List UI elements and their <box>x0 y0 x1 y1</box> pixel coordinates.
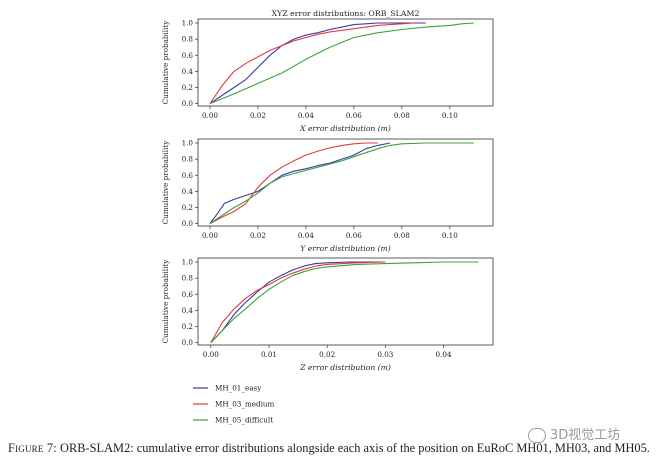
series-line-mh-01-easy <box>209 22 426 105</box>
x-tick-label: 0.08 <box>394 111 410 120</box>
y-tick-label: 1.0 <box>182 139 194 148</box>
x-tick-label: 0.02 <box>319 350 335 359</box>
caption-label: Figure 7: <box>8 441 57 455</box>
chart-panel-1: 0.00 0.02 0.04 0.06 0.08 0.10 0.0 0.2 0.4 0.6 0.8 1… <box>161 9 494 133</box>
caption-text: ORB-SLAM2: cumulative error distribution… <box>56 441 650 455</box>
plot-frame <box>197 18 494 107</box>
chart-title: XYZ error distributions: ORB_SLAM2 <box>272 9 420 18</box>
legend: MH_01_easy MH_03_medium MH_05_difficult <box>193 384 275 425</box>
series-line-mh-05-difficult <box>209 22 474 105</box>
series-line-mh-05-difficult <box>209 142 474 225</box>
x-tick-label: 0.08 <box>394 231 410 240</box>
y-tick-label: 1.0 <box>182 258 194 267</box>
series-line-mh-01-easy <box>209 142 391 224</box>
chart-panel-3: 0.00 0.01 0.02 0.03 0.04 0.0 0.2 0.4 0.6 0.8 1.0 Z … <box>161 257 494 372</box>
wechat-icon <box>528 428 546 443</box>
y-tick-label: 0.8 <box>182 35 194 44</box>
y-tick-label: 1.0 <box>182 19 194 28</box>
y-tick-label: 0.2 <box>182 203 193 212</box>
y-tick-label: 0.6 <box>182 171 194 180</box>
x-axis-label: Y error distribution (m) <box>300 244 390 253</box>
y-tick-label: 0.0 <box>182 219 194 228</box>
series-line-mh-01-easy <box>210 261 386 343</box>
y-tick-label: 0.4 <box>182 67 194 76</box>
y-tick-label: 0.0 <box>182 99 194 108</box>
x-axis-label: X error distribution (m) <box>299 124 391 133</box>
x-tick-label: 0.06 <box>346 231 362 240</box>
chart-panel-2: 0.00 0.02 0.04 0.06 0.08 0.10 0.0 0.2 0.4 0.6 0.8 1… <box>161 138 494 253</box>
y-tick-label: 0.8 <box>182 155 194 164</box>
x-tick-label: 0.02 <box>250 231 266 240</box>
legend-label: MH_03_medium <box>215 400 275 409</box>
x-tick-label: 0.02 <box>250 111 266 120</box>
legend-label: MH_05_difficult <box>215 416 273 425</box>
plot-frame <box>197 257 494 346</box>
x-tick-label: 0.10 <box>442 111 458 120</box>
x-tick-label: 0.06 <box>346 111 362 120</box>
y-tick-label: 0.4 <box>182 306 194 315</box>
y-axis-label: Cumulative probability <box>161 259 170 344</box>
watermark: 3D视觉工坊 <box>528 424 620 443</box>
y-tick-label: 0.8 <box>182 274 194 283</box>
x-tick-label: 0.00 <box>203 350 219 359</box>
series-line-mh-05-difficult <box>210 261 479 343</box>
y-tick-label: 0.2 <box>182 83 193 92</box>
plot-frame <box>197 138 494 227</box>
x-tick-label: 0.01 <box>261 350 277 359</box>
x-tick-label: 0.03 <box>377 350 393 359</box>
x-axis-label: Z error distribution (m) <box>299 363 391 372</box>
x-tick-label: 0.04 <box>298 231 314 240</box>
y-axis-label: Cumulative probability <box>161 140 170 225</box>
legend-label: MH_01_easy <box>215 384 262 393</box>
y-tick-label: 0.6 <box>182 51 194 60</box>
watermark-text: 3D视觉工坊 <box>550 428 621 443</box>
x-tick-label: 0.00 <box>202 231 218 240</box>
series-line-mh-03-medium <box>210 261 386 343</box>
y-tick-label: 0.0 <box>182 338 194 347</box>
y-tick-label: 0.4 <box>182 187 194 196</box>
y-tick-label: 0.2 <box>182 322 193 331</box>
x-tick-label: 0.00 <box>202 111 218 120</box>
y-tick-label: 0.6 <box>182 290 194 299</box>
figure-caption: Figure 7: ORB-SLAM2: cumulative error di… <box>8 441 650 456</box>
series-line-mh-03-medium <box>209 22 414 104</box>
x-tick-label: 0.04 <box>298 111 314 120</box>
series-line-mh-03-medium <box>209 142 378 225</box>
x-tick-label: 0.10 <box>442 231 458 240</box>
x-tick-label: 0.04 <box>436 350 452 359</box>
y-axis-label: Cumulative probability <box>161 20 170 105</box>
